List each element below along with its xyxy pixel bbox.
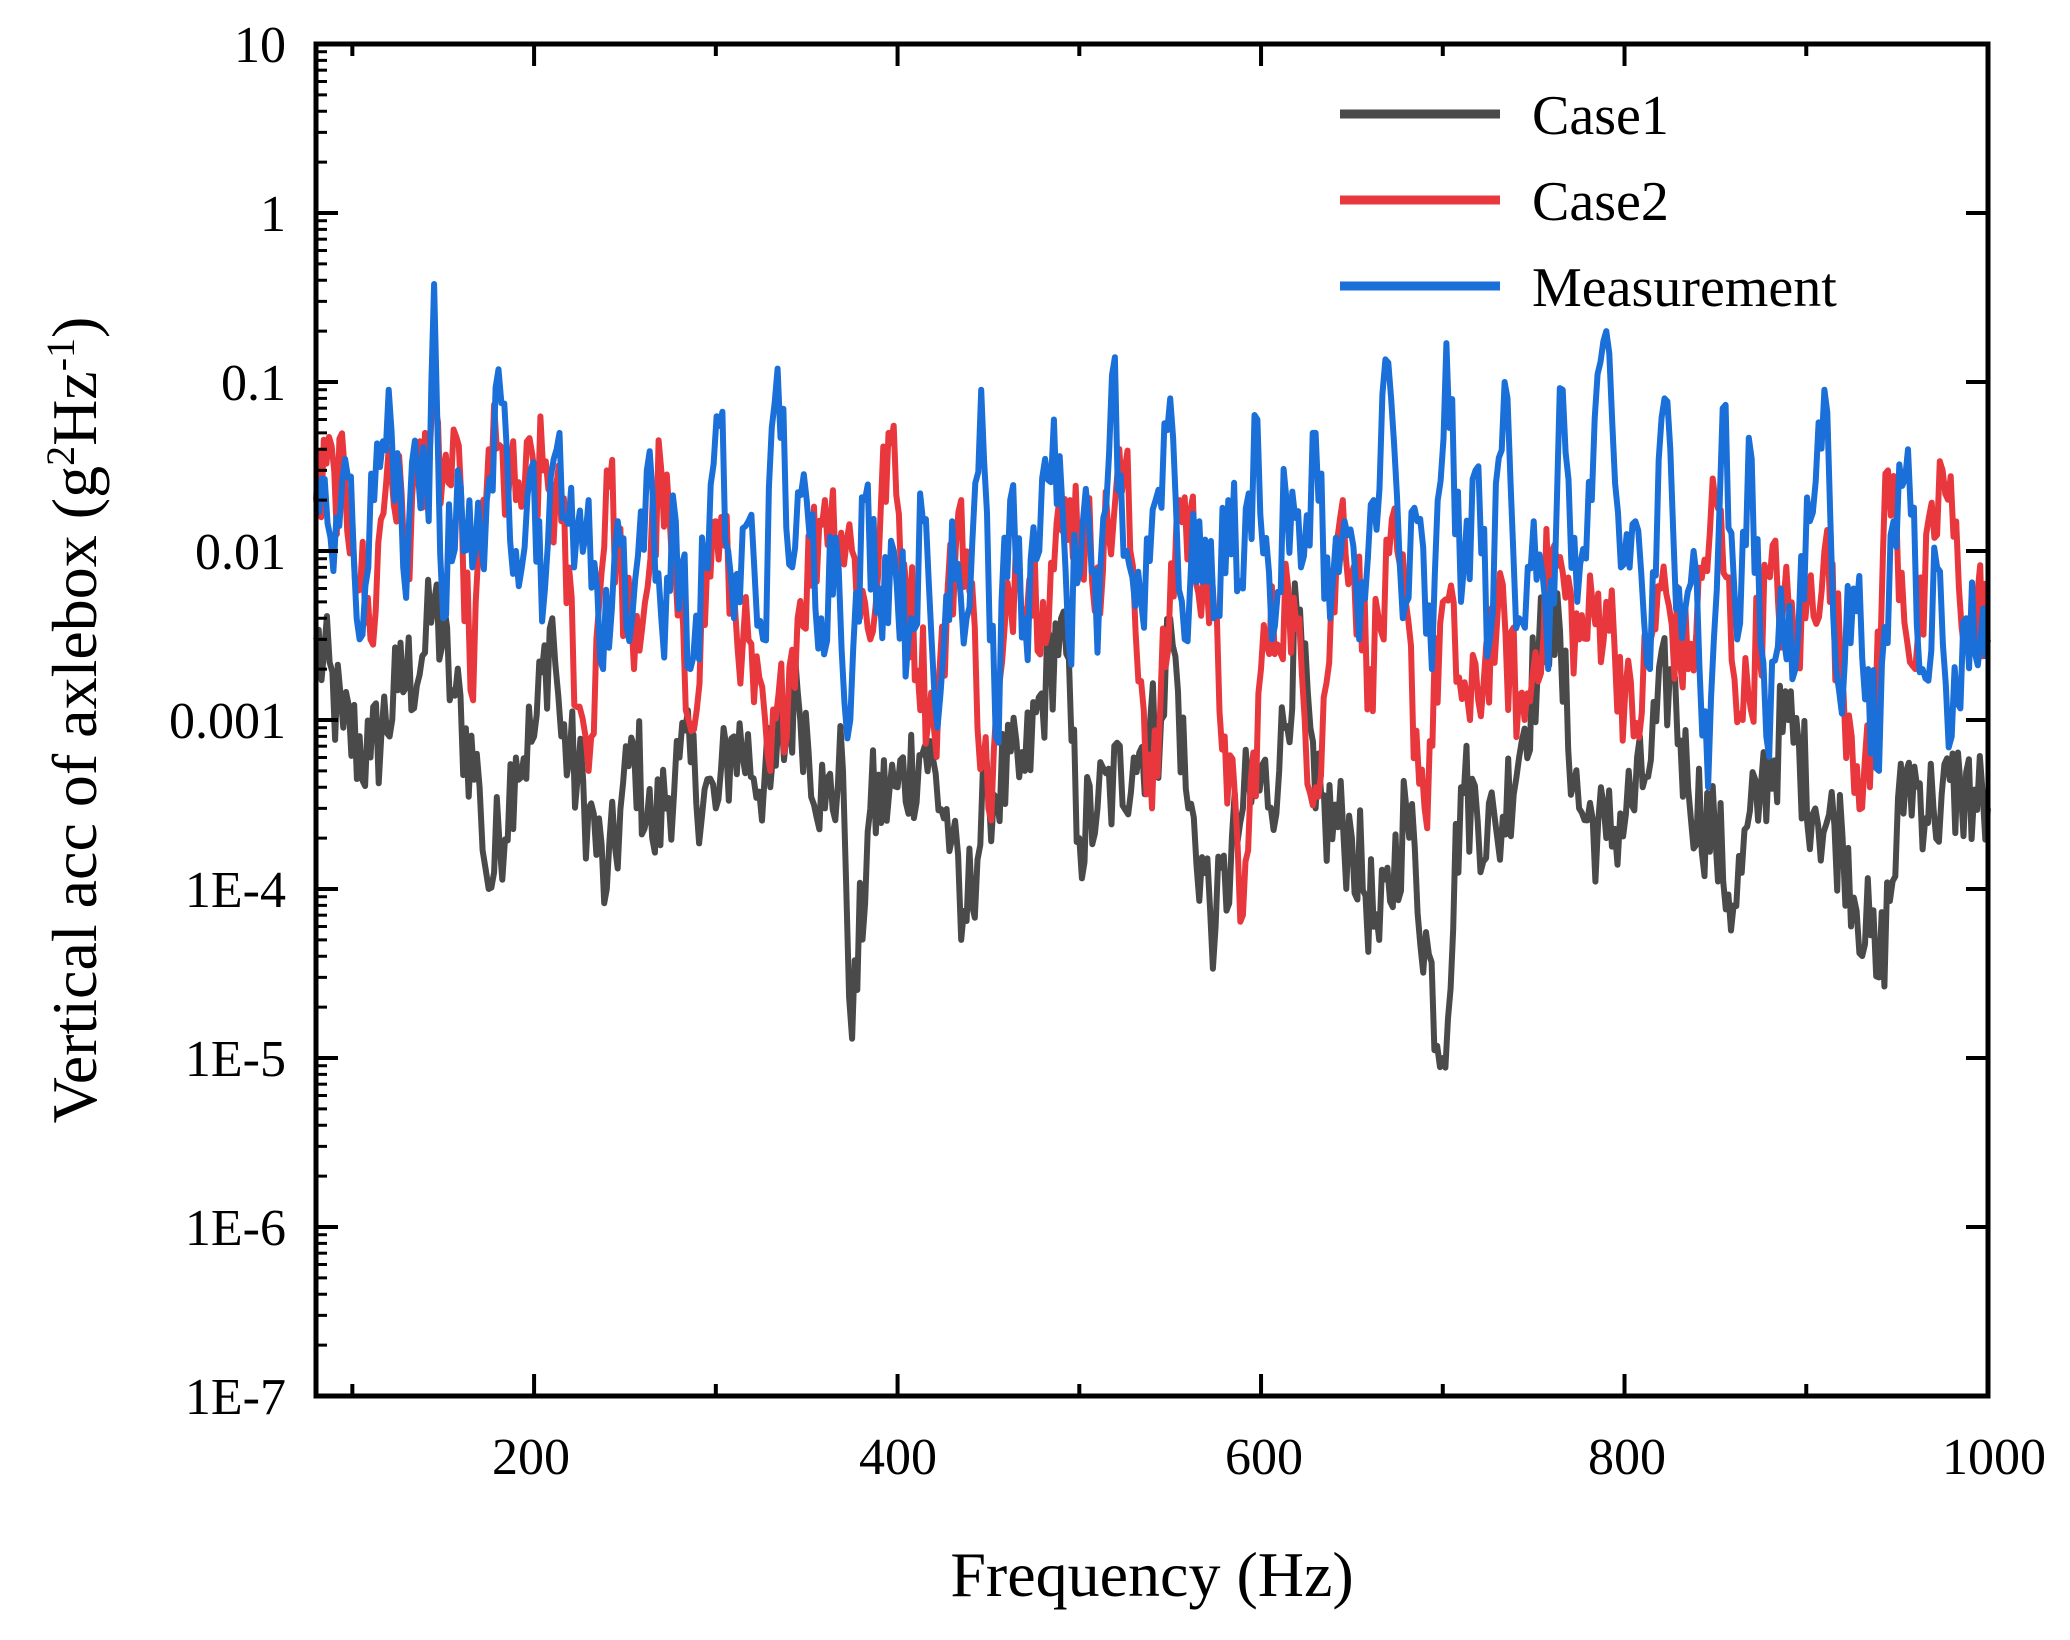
y-tick-label: 1E-7	[185, 1369, 286, 1426]
y-tick-label: 1	[260, 186, 286, 243]
y-tick-label: 10	[234, 17, 286, 74]
x-tick-label: 800	[1588, 1429, 1666, 1486]
legend-label-case1: Case1	[1532, 85, 1669, 147]
y-axis-title-sup2: -1	[38, 338, 83, 371]
series-layer	[313, 281, 1991, 1071]
legend: Case1 Case2 Measurement	[1340, 85, 1837, 319]
y-tick-labels: 10 1 0.1 0.01 0.001 1E-4 1E-5 1E-6 1E-7	[169, 17, 286, 1426]
x-tick-label: 600	[1225, 1429, 1303, 1486]
x-tick-label: 1000	[1942, 1429, 2046, 1486]
y-tick-label: 1E-6	[185, 1200, 286, 1257]
series-line-measurement	[313, 281, 1991, 791]
y-axis-title-main: Vertical acc of axlebox (g	[39, 466, 110, 1123]
x-tick-labels: 200 400 600 800 1000	[492, 1429, 2046, 1486]
y-axis-ticks	[316, 42, 1988, 1398]
x-axis-ticks	[350, 44, 1990, 1396]
y-axis-title-sup1: 2	[38, 446, 83, 466]
y-tick-label: 1E-5	[185, 1031, 286, 1088]
series-line-case1	[313, 576, 1991, 1071]
x-axis-title: Frequency (Hz)	[950, 1539, 1353, 1610]
y-axis-title-close: )	[39, 317, 110, 338]
y-tick-label: 1E-4	[185, 862, 286, 919]
series-line-case2	[313, 387, 1991, 925]
legend-label-case2: Case2	[1532, 171, 1669, 233]
x-tick-label: 400	[859, 1429, 937, 1486]
y-tick-label: 0.001	[169, 693, 286, 750]
y-axis-title-unit: Hz	[39, 371, 110, 446]
y-axis-title: Vertical acc of axlebox (g2Hz-1)	[38, 317, 111, 1124]
x-tick-label: 200	[492, 1429, 570, 1486]
y-tick-label: 0.01	[195, 524, 286, 581]
y-tick-label: 0.1	[221, 355, 286, 412]
legend-label-measurement: Measurement	[1532, 257, 1837, 319]
